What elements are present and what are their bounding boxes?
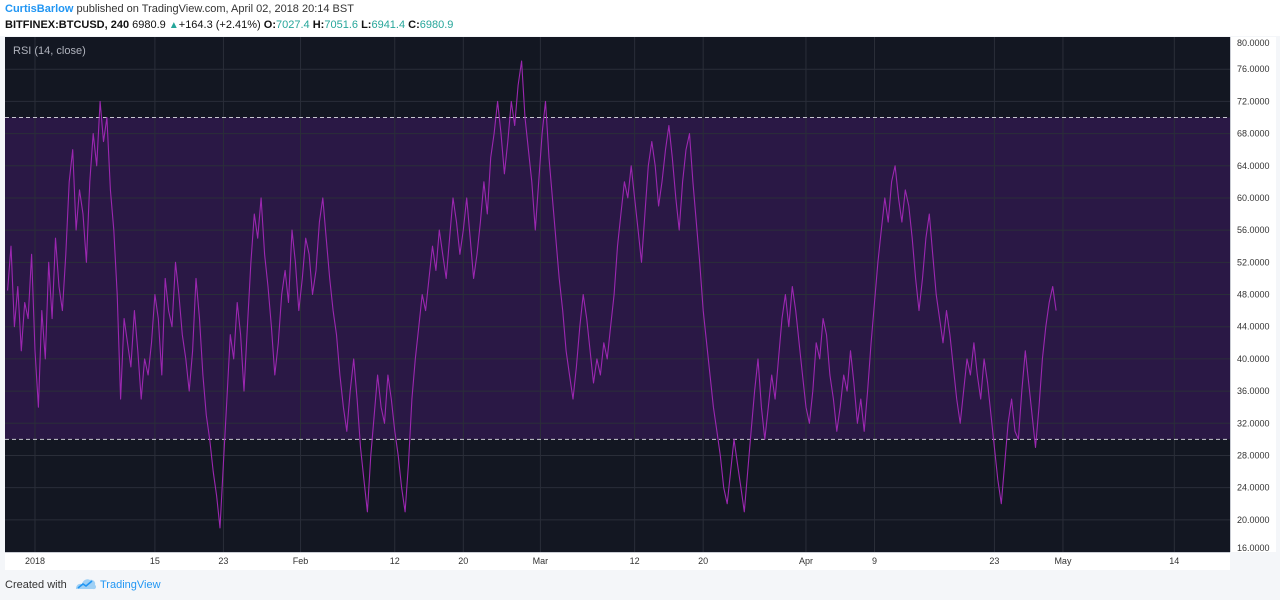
x-tick-label: Mar [533,556,549,566]
chart-header: CurtisBarlow published on TradingView.co… [0,0,1280,36]
footer: Created with TradingView [0,570,1280,600]
price-axis[interactable] [1230,37,1276,552]
price-change: +164.3 (+2.41%) [178,19,261,31]
symbol-info: BITFINEX:BTCUSD, 240 6980.9 ▲+164.3 (+2.… [5,19,453,31]
x-tick-label: 15 [150,556,160,566]
tradingview-logo-icon[interactable] [75,577,97,591]
close-value: 6980.9 [419,19,454,31]
high-value: 7051.6 [324,19,358,31]
y-tick-label: 20.0000 [1237,515,1270,525]
y-tick-label: 40.0000 [1237,354,1270,364]
y-tick-label: 36.0000 [1237,386,1270,396]
y-tick-label: 56.0000 [1237,225,1270,235]
rsi-line [7,60,1057,529]
open-label: O: [263,19,277,31]
open-value: 7027.4 [276,19,310,31]
symbol-label: BITFINEX:BTCUSD, 240 [5,19,130,31]
x-tick-label: Feb [293,556,309,566]
y-tick-label: 52.0000 [1237,257,1270,267]
y-tick-label: 28.0000 [1237,450,1270,460]
publish-info: CurtisBarlow published on TradingView.co… [5,3,354,15]
x-tick-label: 12 [390,556,400,566]
x-tick-label: May [1054,556,1072,566]
y-tick-label: 16.0000 [1237,543,1270,553]
y-tick-label: 76.0000 [1237,64,1270,74]
low-label: L: [361,19,372,31]
published-text: published on TradingView.com, April 02, … [76,3,354,15]
author-link[interactable]: CurtisBarlow [5,3,74,15]
x-tick-label: Apr [799,556,813,566]
y-tick-label: 60.0000 [1237,193,1270,203]
low-value: 6941.4 [371,19,406,31]
close-label: C: [408,19,420,31]
rsi-chart: 16.0000 20.0000 24.0000 28.0000 32.0000 36.00… [5,37,1270,566]
x-tick-label: 23 [989,556,999,566]
x-tick-label: 14 [1169,556,1179,566]
created-with-text: Created with [5,579,67,591]
time-axis[interactable] [5,552,1230,570]
rsi-band [5,117,1230,440]
y-tick-label: 44.0000 [1237,322,1270,332]
x-tick-label: 9 [872,556,877,566]
y-tick-label: 80.0000 [1237,38,1270,48]
y-tick-label: 24.0000 [1237,483,1270,493]
x-tick-label: 20 [458,556,468,566]
y-tick-label: 64.0000 [1237,161,1270,171]
x-tick-label: 12 [630,556,640,566]
up-arrow-icon: ▲ [168,20,179,31]
y-tick-label: 32.0000 [1237,418,1270,428]
x-tick-label: 23 [218,556,228,566]
tradingview-link[interactable]: TradingView [100,579,161,591]
y-tick-label: 72.0000 [1237,96,1270,106]
y-tick-label: 48.0000 [1237,290,1270,300]
last-price: 6980.9 [132,19,166,31]
x-tick-label: 2018 [25,556,45,566]
high-label: H: [312,19,325,31]
x-tick-label: 20 [698,556,708,566]
indicator-label: RSI (14, close) [13,45,86,57]
y-tick-label: 68.0000 [1237,129,1270,139]
